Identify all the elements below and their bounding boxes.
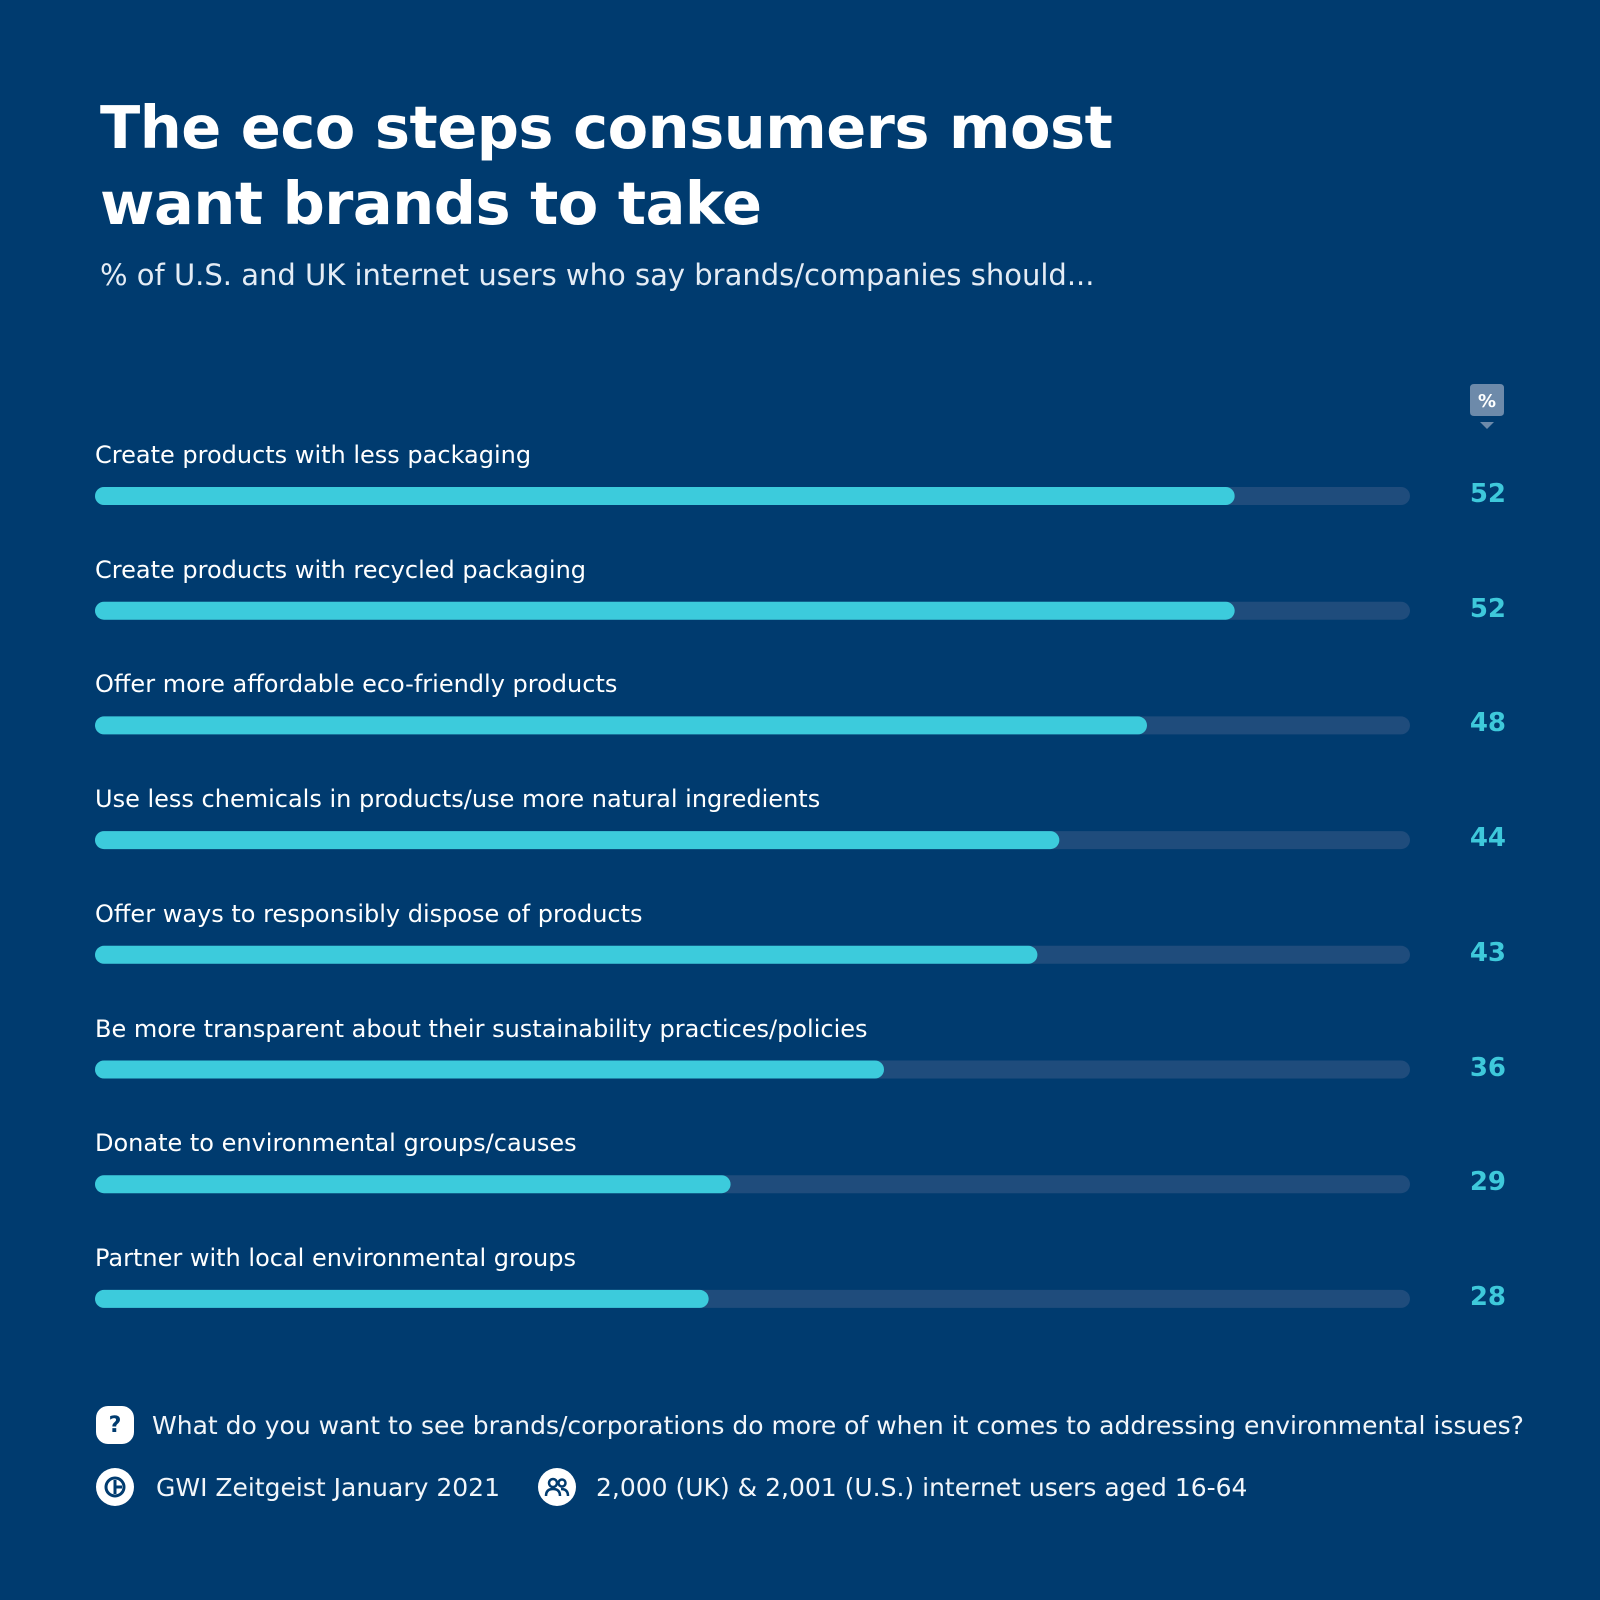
sample-text: 2,000 (UK) & 2,001 (U.S.) internet users… <box>595 1472 1248 1502</box>
value-label: 36 <box>1469 1052 1506 1083</box>
category-label: Offer more affordable eco-friendly produ… <box>95 670 618 699</box>
bar <box>95 831 1060 850</box>
value-label: 44 <box>1469 823 1506 854</box>
users-icon <box>537 1468 576 1506</box>
bar <box>95 716 1147 735</box>
category-label: Use less chemicals in products/use more … <box>95 785 821 814</box>
bar <box>95 1060 884 1079</box>
survey-question-text: What do you want to see brands/corporati… <box>152 1410 1524 1440</box>
survey-question: ? What do you want to see brands/corpora… <box>96 1406 1524 1444</box>
bar <box>95 945 1038 964</box>
source-text: GWI Zeitgeist January 2021 <box>156 1472 500 1502</box>
value-label: 28 <box>1469 1281 1506 1312</box>
unit-badge-text: % <box>1478 391 1496 412</box>
value-label: 48 <box>1469 708 1506 739</box>
category-label: Partner with local environmental groups <box>95 1243 577 1272</box>
percent-pin-icon: % <box>1470 384 1504 429</box>
category-label: Be more transparent about their sustaina… <box>95 1014 868 1043</box>
value-label: 43 <box>1469 937 1506 968</box>
category-label: Create products with recycled packaging <box>95 555 587 584</box>
chart-subtitle: % of U.S. and UK internet users who say … <box>100 258 1095 292</box>
chart-title: The eco steps consumers most want brands… <box>100 93 1113 238</box>
value-label: 52 <box>1469 593 1506 624</box>
question-icon: ? <box>96 1406 134 1444</box>
value-label: 52 <box>1469 479 1506 509</box>
bar <box>95 487 1235 505</box>
value-label: 29 <box>1469 1167 1506 1198</box>
category-label: Donate to environmental groups/causes <box>95 1129 577 1158</box>
gwi-logo-icon <box>96 1468 134 1506</box>
category-label: Offer ways to responsibly dispose of pro… <box>95 899 643 928</box>
source-line: GWI Zeitgeist January 2021 2,000 (UK) & … <box>96 1468 1247 1506</box>
bar <box>95 601 1235 620</box>
category-label: Create products with less packaging <box>95 441 532 469</box>
bar <box>95 1175 731 1194</box>
bar <box>95 1289 709 1308</box>
